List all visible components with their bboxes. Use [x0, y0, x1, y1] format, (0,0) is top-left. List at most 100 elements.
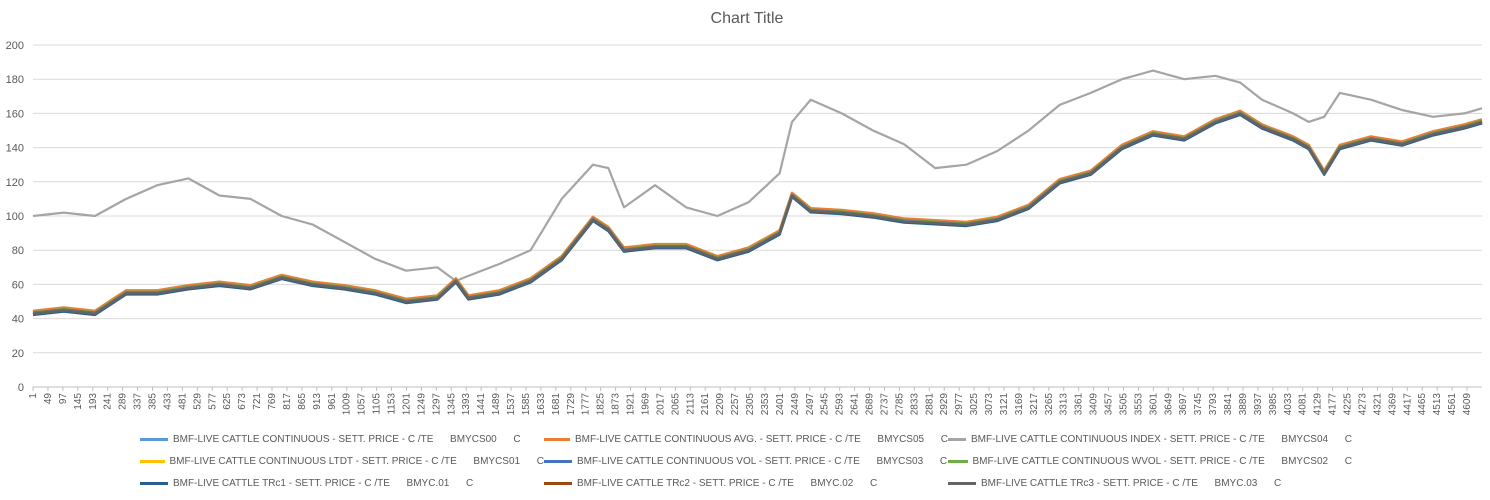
x-tick-label: 2209: [715, 393, 726, 416]
x-tick-label: 2689: [865, 393, 876, 416]
x-tick-label: 4465: [1417, 393, 1428, 416]
x-tick-label: 1345: [446, 393, 457, 416]
series-line: [32, 111, 1483, 314]
legend-swatch: [140, 481, 168, 485]
legend-swatch: [544, 459, 572, 463]
legend-swatch: [948, 481, 976, 485]
y-tick-label: 0: [18, 382, 24, 394]
series-line: [32, 112, 1483, 315]
legend-swatch: [948, 459, 968, 463]
y-tick-label: 140: [6, 143, 24, 155]
legend-label: BMF-LIVE CATTLE CONTINUOUS INDEX - SETT.…: [971, 433, 1352, 445]
x-tick-label: 4321: [1372, 393, 1383, 416]
x-tick-label: 1537: [506, 393, 517, 416]
legend-label: BMF-LIVE CATTLE CONTINUOUS LTDT - SETT. …: [169, 455, 545, 467]
series-line: [32, 111, 1483, 315]
legend-label: BMF-LIVE CATTLE TRc3 - SETT. PRICE - C /…: [981, 477, 1282, 489]
legend-item: BMF-LIVE CATTLE CONTINUOUS LTDT - SETT. …: [140, 456, 544, 467]
legend-label: BMF-LIVE CATTLE CONTINUOUS VOL - SETT. P…: [577, 455, 948, 467]
x-tick-label: 481: [177, 393, 188, 410]
y-tick-label: 120: [6, 177, 24, 189]
x-tick-label: 193: [88, 393, 99, 410]
x-tick-label: 4177: [1328, 393, 1339, 416]
x-tick-label: 1825: [596, 393, 607, 416]
x-tick-label: 1057: [357, 393, 368, 416]
x-tick-label: 4561: [1447, 393, 1458, 416]
x-tick-label: 769: [267, 393, 278, 410]
x-tick-label: 2881: [924, 393, 935, 416]
x-tick-label: 3985: [1268, 393, 1279, 416]
legend-label: BMF-LIVE CATTLE CONTINUOUS - SETT. PRICE…: [173, 433, 521, 445]
legend-item: BMF-LIVE CATTLE CONTINUOUS WVOL - SETT. …: [948, 456, 1352, 467]
y-tick-label: 200: [6, 40, 24, 52]
x-tick-label: 1921: [626, 393, 637, 416]
x-tick-label: 2401: [775, 393, 786, 416]
x-tick-label: 3361: [1074, 393, 1085, 416]
x-tick-label: 2017: [655, 393, 666, 416]
x-tick-label: 2977: [954, 393, 965, 416]
x-tick-label: 3457: [1104, 393, 1115, 416]
x-tick-label: 577: [207, 393, 218, 410]
legend-row: BMF-LIVE CATTLE TRc1 - SETT. PRICE - C /…: [140, 472, 1480, 494]
x-tick-label: 3937: [1253, 393, 1264, 416]
x-tick-label: 1153: [387, 393, 398, 415]
x-tick-label: 2785: [894, 393, 905, 416]
series-line: [32, 111, 1483, 315]
x-tick-label: 865: [297, 393, 308, 410]
x-tick-label: 1489: [491, 393, 502, 416]
x-tick-label: 4609: [1462, 393, 1473, 416]
y-tick-label: 160: [6, 108, 24, 120]
grid-lines: [33, 44, 1482, 388]
x-tick-label: 3553: [1133, 393, 1144, 416]
x-tick-label: 1249: [416, 393, 427, 416]
x-tick-label: 3889: [1238, 393, 1249, 416]
x-tick-label: 145: [73, 393, 84, 410]
x-tick-label: 817: [282, 393, 293, 410]
x-tick-label: 2305: [745, 393, 756, 416]
legend-row: BMF-LIVE CATTLE CONTINUOUS LTDT - SETT. …: [140, 450, 1480, 472]
legend-label: BMF-LIVE CATTLE TRc1 - SETT. PRICE - C /…: [173, 477, 474, 489]
x-tick-label: 2065: [670, 393, 681, 416]
x-tick-label: 1681: [551, 393, 562, 416]
x-tick-label: 4033: [1283, 393, 1294, 416]
x-tick-label: 385: [148, 393, 159, 410]
x-tick-label: 721: [252, 393, 263, 410]
x-tick-label: 97: [58, 393, 69, 405]
x-tick-label: 3217: [1029, 393, 1040, 416]
y-tick-label: 80: [12, 245, 24, 257]
chart-title: Chart Title: [711, 10, 784, 27]
x-tick-label: 2737: [879, 393, 890, 416]
x-tick-label: 2641: [850, 393, 861, 416]
x-axis: 1 49 97 145 193 241 289 337 385 433 481 529 577 625 67…: [28, 387, 1473, 415]
legend-swatch: [140, 437, 168, 441]
x-tick-label: 3265: [1044, 393, 1055, 416]
legend-label: BMF-LIVE CATTLE CONTINUOUS WVOL - SETT. …: [972, 455, 1353, 467]
x-tick-label: 3649: [1163, 393, 1174, 416]
x-tick-label: 4417: [1402, 393, 1413, 416]
x-tick-label: 433: [162, 393, 173, 410]
x-tick-label: 529: [192, 393, 203, 410]
series-line: [32, 69, 1483, 283]
x-tick-label: 2593: [835, 393, 846, 416]
x-tick-label: 673: [237, 393, 248, 410]
x-tick-label: 4129: [1313, 393, 1324, 416]
x-tick-label: 2449: [790, 393, 801, 416]
x-tick-label: 4513: [1432, 393, 1443, 416]
y-tick-label: 180: [6, 74, 24, 86]
plot-area: [32, 69, 1483, 317]
legend-swatch: [544, 437, 570, 441]
legend-swatch: [544, 481, 572, 485]
y-axis: 0 20 40 60 80 100 120 140 160 180 200: [6, 40, 24, 394]
x-tick-label: 625: [222, 393, 233, 410]
x-tick-label: 2161: [700, 393, 711, 416]
x-tick-label: 1105: [372, 393, 383, 415]
x-tick-label: 1441: [476, 393, 487, 416]
y-tick-label: 60: [12, 279, 24, 291]
x-tick-label: 3505: [1118, 393, 1129, 416]
x-tick-label: 3073: [984, 393, 995, 416]
y-tick-label: 20: [12, 348, 24, 360]
x-tick-label: 913: [312, 393, 323, 410]
x-tick-label: 1969: [640, 393, 651, 416]
legend-label: BMF-LIVE CATTLE TRc2 - SETT. PRICE - C /…: [577, 477, 878, 489]
x-tick-label: 1393: [461, 393, 472, 416]
